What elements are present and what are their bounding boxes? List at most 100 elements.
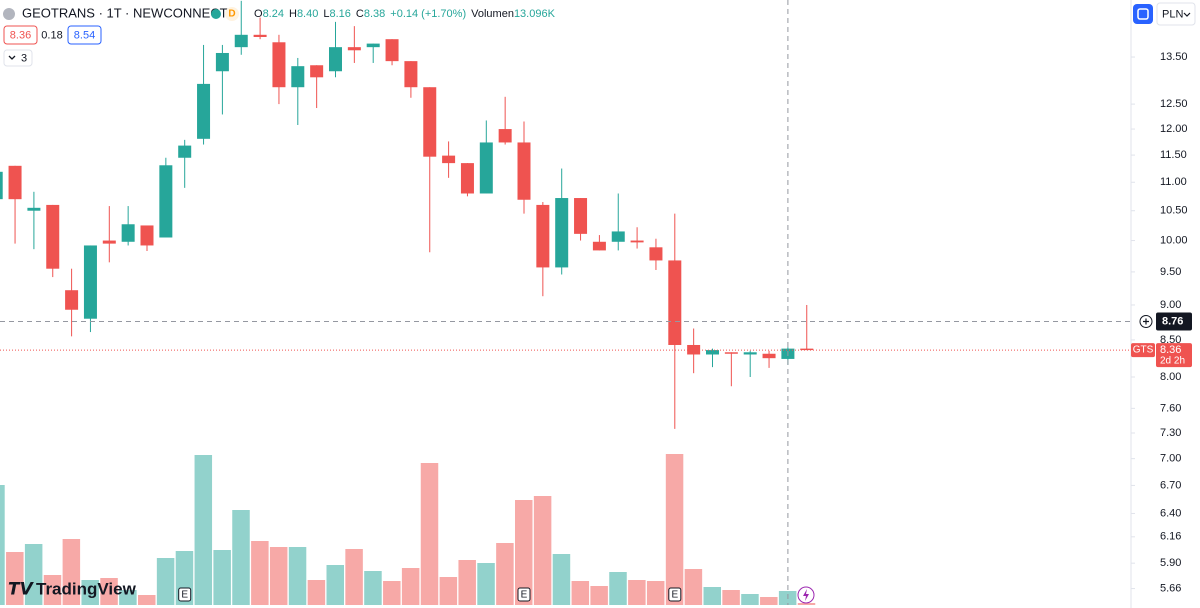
y-tick-label: 6.16	[1160, 531, 1181, 543]
last-price-box	[1156, 343, 1192, 368]
volume-bar	[401, 568, 420, 605]
spread: 0.18	[41, 29, 62, 41]
y-tick-label: 12.50	[1160, 98, 1188, 110]
candle-body	[498, 129, 512, 143]
candle-body	[121, 224, 135, 242]
legend-volume-label: Volumen	[471, 8, 514, 20]
legend-value: 8.40	[297, 8, 318, 20]
volume-bar	[684, 569, 703, 605]
volume-bar	[138, 595, 156, 605]
event-label: E	[521, 590, 528, 601]
volume-bar	[609, 572, 627, 605]
candle-body	[592, 241, 606, 251]
volume-bar	[24, 544, 43, 605]
candle-body	[423, 87, 437, 157]
indicators-count: 3	[21, 52, 27, 64]
candle-body	[27, 207, 41, 211]
volume-bar	[307, 580, 326, 605]
chevron	[8, 55, 16, 60]
candle-body	[630, 240, 644, 243]
candle-body	[649, 247, 663, 261]
volume-bar	[646, 581, 665, 605]
legend-key: L	[323, 8, 329, 20]
candle-body	[611, 231, 625, 242]
ticker: GTS	[1133, 345, 1154, 356]
legend-value: 8.16	[329, 8, 350, 20]
volume-bar	[100, 578, 118, 605]
volume-bar	[232, 510, 250, 605]
candle-body	[272, 42, 286, 88]
ask: 8.54	[74, 29, 95, 41]
volume-bar	[269, 547, 288, 605]
candle-body	[743, 352, 757, 355]
candle-body	[83, 245, 97, 319]
candle-body	[479, 142, 493, 194]
volume-bar	[0, 485, 5, 605]
candle-body	[442, 155, 456, 164]
volume-bar	[665, 454, 684, 605]
event-box	[668, 587, 682, 602]
event-label: E	[671, 590, 678, 601]
candle-body	[404, 61, 418, 88]
bid: 8.36	[10, 29, 31, 41]
crosshair-price: 8.76	[1162, 315, 1183, 327]
legend-key: H	[289, 8, 297, 20]
y-tick-label: 10.50	[1160, 205, 1188, 217]
event-label: E	[181, 590, 188, 601]
legend-volume-value: 13.096K	[514, 8, 556, 20]
candle-body	[762, 353, 776, 359]
legend-key: O	[254, 8, 263, 20]
volume-bar	[62, 539, 81, 605]
volume-bar	[364, 571, 382, 605]
brand-logo: 𝙏𝙑	[8, 579, 35, 598]
status-dot	[211, 9, 221, 19]
volume-bar	[288, 547, 307, 605]
lightning	[803, 589, 809, 601]
volume-bar	[533, 496, 552, 605]
candle-body	[234, 34, 248, 48]
candle-body	[310, 65, 324, 78]
volume-bar	[81, 580, 99, 605]
indicators-toggle[interactable]	[3, 49, 33, 67]
badge	[225, 7, 239, 21]
symbol-icon	[3, 8, 15, 20]
volume-bar	[345, 549, 363, 605]
y-tick-label: 12.00	[1160, 123, 1188, 135]
chevron	[1183, 12, 1191, 17]
legend-value: 8.24	[263, 8, 284, 20]
legend: O8.24 H8.40 L8.16 C8.38 +0.14 (+1.70%) Volume…	[254, 8, 556, 20]
y-tick-label: 13.50	[1160, 51, 1188, 63]
candle-body	[291, 66, 305, 88]
volume-bar	[119, 590, 137, 605]
ask-box[interactable]	[67, 25, 102, 45]
volume-bar	[477, 563, 495, 605]
candle-body	[536, 204, 550, 268]
y-tick-label: 5.90	[1160, 557, 1181, 569]
plot-area	[0, 0, 816, 605]
y-tick-label: 6.40	[1160, 507, 1181, 519]
candle-body	[517, 142, 531, 200]
volume-bar	[458, 560, 476, 605]
toolbar-button[interactable]	[1133, 4, 1153, 24]
candle-body	[0, 171, 3, 200]
symbol: GEOTRANS · 1T · NEWCONNECT	[22, 5, 228, 20]
volume-bar	[156, 558, 175, 605]
candle-body	[46, 204, 60, 269]
volume-bar	[571, 581, 590, 605]
candle-body	[215, 52, 229, 72]
volume-bar	[6, 552, 24, 605]
y-tick-label: 10.00	[1160, 234, 1188, 246]
currency-box[interactable]	[1156, 2, 1196, 26]
bid-box[interactable]	[3, 25, 38, 45]
interval-badge: D	[228, 9, 235, 20]
candle-body	[159, 165, 173, 238]
currency: PLN	[1162, 8, 1183, 20]
candle-body	[800, 348, 814, 351]
crosshair-box	[1156, 312, 1192, 331]
legend-key: C	[356, 8, 364, 20]
candle-body	[724, 352, 738, 354]
candle-body	[555, 198, 569, 268]
